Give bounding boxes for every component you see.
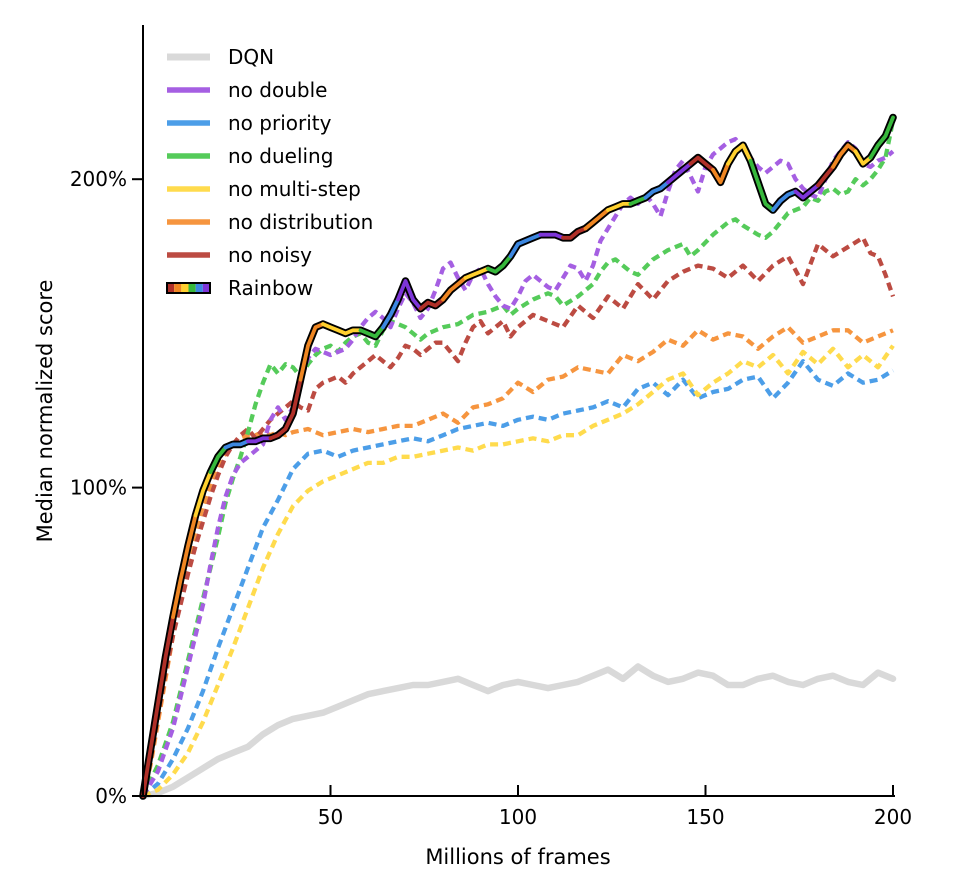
- legend-label: no double: [228, 78, 327, 102]
- legend-label: no dueling: [228, 144, 333, 168]
- series-rainbow-segment-purple: [246, 436, 273, 444]
- x-axis-label: Millions of frames: [425, 845, 610, 869]
- series-no-multi-step: [142, 344, 895, 798]
- series-rainbow-segment-orange: [441, 276, 468, 302]
- y-tick-label: 0%: [95, 784, 127, 808]
- series-rainbow-segment-orange: [711, 161, 730, 185]
- series-rainbow-segment-green: [748, 158, 775, 212]
- series-rainbow-segment-purple: [793, 183, 820, 200]
- series-rainbow-segment-red: [816, 165, 835, 188]
- series-rainbow-segment-purple: [538, 232, 565, 240]
- series-rainbow-segment-green: [868, 115, 895, 160]
- series-rainbow-segment-purple: [396, 279, 423, 311]
- y-axis-label: Median normalized score: [33, 280, 57, 543]
- series-DQN: [139, 663, 897, 800]
- series-no-noisy: [140, 235, 896, 797]
- series-rainbow-segment-blue: [771, 189, 798, 212]
- legend-swatch-rainbow-blue: [195, 283, 203, 293]
- legend-item-no-noisy: no noisy: [167, 243, 312, 267]
- series-rainbow-segment-green: [208, 445, 228, 475]
- series-rainbow-segment-yellow: [606, 202, 633, 212]
- series-rainbow-segment-blue: [643, 180, 670, 200]
- series-rainbow-segment-yellow: [726, 143, 753, 166]
- legend-item-DQN: DQN: [167, 45, 274, 69]
- legend-label: no distribution: [228, 210, 373, 234]
- y-tick-label: 100%: [70, 476, 127, 500]
- legend-item-no-priority: no priority: [167, 111, 332, 135]
- series-rainbow-segment-yellow: [853, 149, 873, 166]
- series-rainbow-segment-yellow: [321, 322, 363, 336]
- legend-swatch-rainbow-green: [188, 283, 196, 293]
- x-tick-label: 200: [874, 805, 912, 829]
- series-no-distribution: [140, 325, 894, 797]
- legend-swatch-rainbow-border: [166, 282, 211, 294]
- series-no-priority: [141, 359, 895, 798]
- series-rainbow-segment-purple: [666, 161, 693, 185]
- series-layer: [139, 113, 897, 800]
- series-rainbow-segment-green: [628, 195, 648, 206]
- series-rainbow-segment-blue: [508, 232, 543, 259]
- series-rainbow-segment-red: [141, 615, 175, 798]
- series-rainbow-segment-green: [358, 325, 385, 339]
- legend-item-Rainbow: Rainbow: [166, 276, 313, 300]
- series-no-double: [141, 136, 895, 798]
- x-tick-label: 150: [686, 805, 724, 829]
- series-rainbow-segment-yellow: [463, 266, 490, 280]
- series-rainbow-segment-orange: [298, 322, 325, 382]
- legend-swatch-rainbow-red: [167, 283, 175, 293]
- legend-item-no-multi-step: no multi-step: [167, 177, 361, 201]
- legend-label: no multi-step: [228, 177, 361, 201]
- series-rainbow-segment-orange: [583, 208, 610, 231]
- legend: DQN no double no priority no dueling no mult…: [166, 45, 373, 300]
- y-tick-label: 200%: [70, 167, 127, 191]
- series-rainbow-segment-orange: [831, 143, 858, 169]
- series-rainbow-segment-yellow: [193, 470, 213, 518]
- x-tick-label: 50: [318, 805, 343, 829]
- series-rainbow-segment-red: [688, 155, 715, 172]
- series-rainbow-segment-green: [486, 254, 513, 274]
- series-rainbow-segment-red: [418, 297, 445, 311]
- legend-label: DQN: [228, 45, 274, 69]
- x-tick-label: 100: [499, 805, 537, 829]
- axis-layer: 50 100 150 200 0% 100% 200%: [70, 25, 912, 829]
- series-rainbow-segment-orange: [171, 513, 198, 619]
- series-rainbow-segment-red: [561, 226, 588, 240]
- series-rainbow-segment-red: [268, 377, 303, 441]
- legend-item-no-double: no double: [167, 78, 327, 102]
- legend-label: no priority: [228, 111, 332, 135]
- legend-item-no-distribution: no distribution: [167, 210, 373, 234]
- legend-item-no-dueling: no dueling: [167, 144, 333, 168]
- legend-label: Rainbow: [228, 276, 313, 300]
- legend-swatch-rainbow-purple: [202, 283, 210, 293]
- series-no-dueling: [141, 120, 896, 797]
- legend-swatch-rainbow-yellow: [181, 283, 189, 293]
- series-rainbow-segment-blue: [223, 439, 250, 450]
- legend-label: no noisy: [228, 243, 312, 267]
- series-rainbow-segment-blue: [381, 297, 400, 330]
- legend-swatch-rainbow-orange: [174, 283, 182, 293]
